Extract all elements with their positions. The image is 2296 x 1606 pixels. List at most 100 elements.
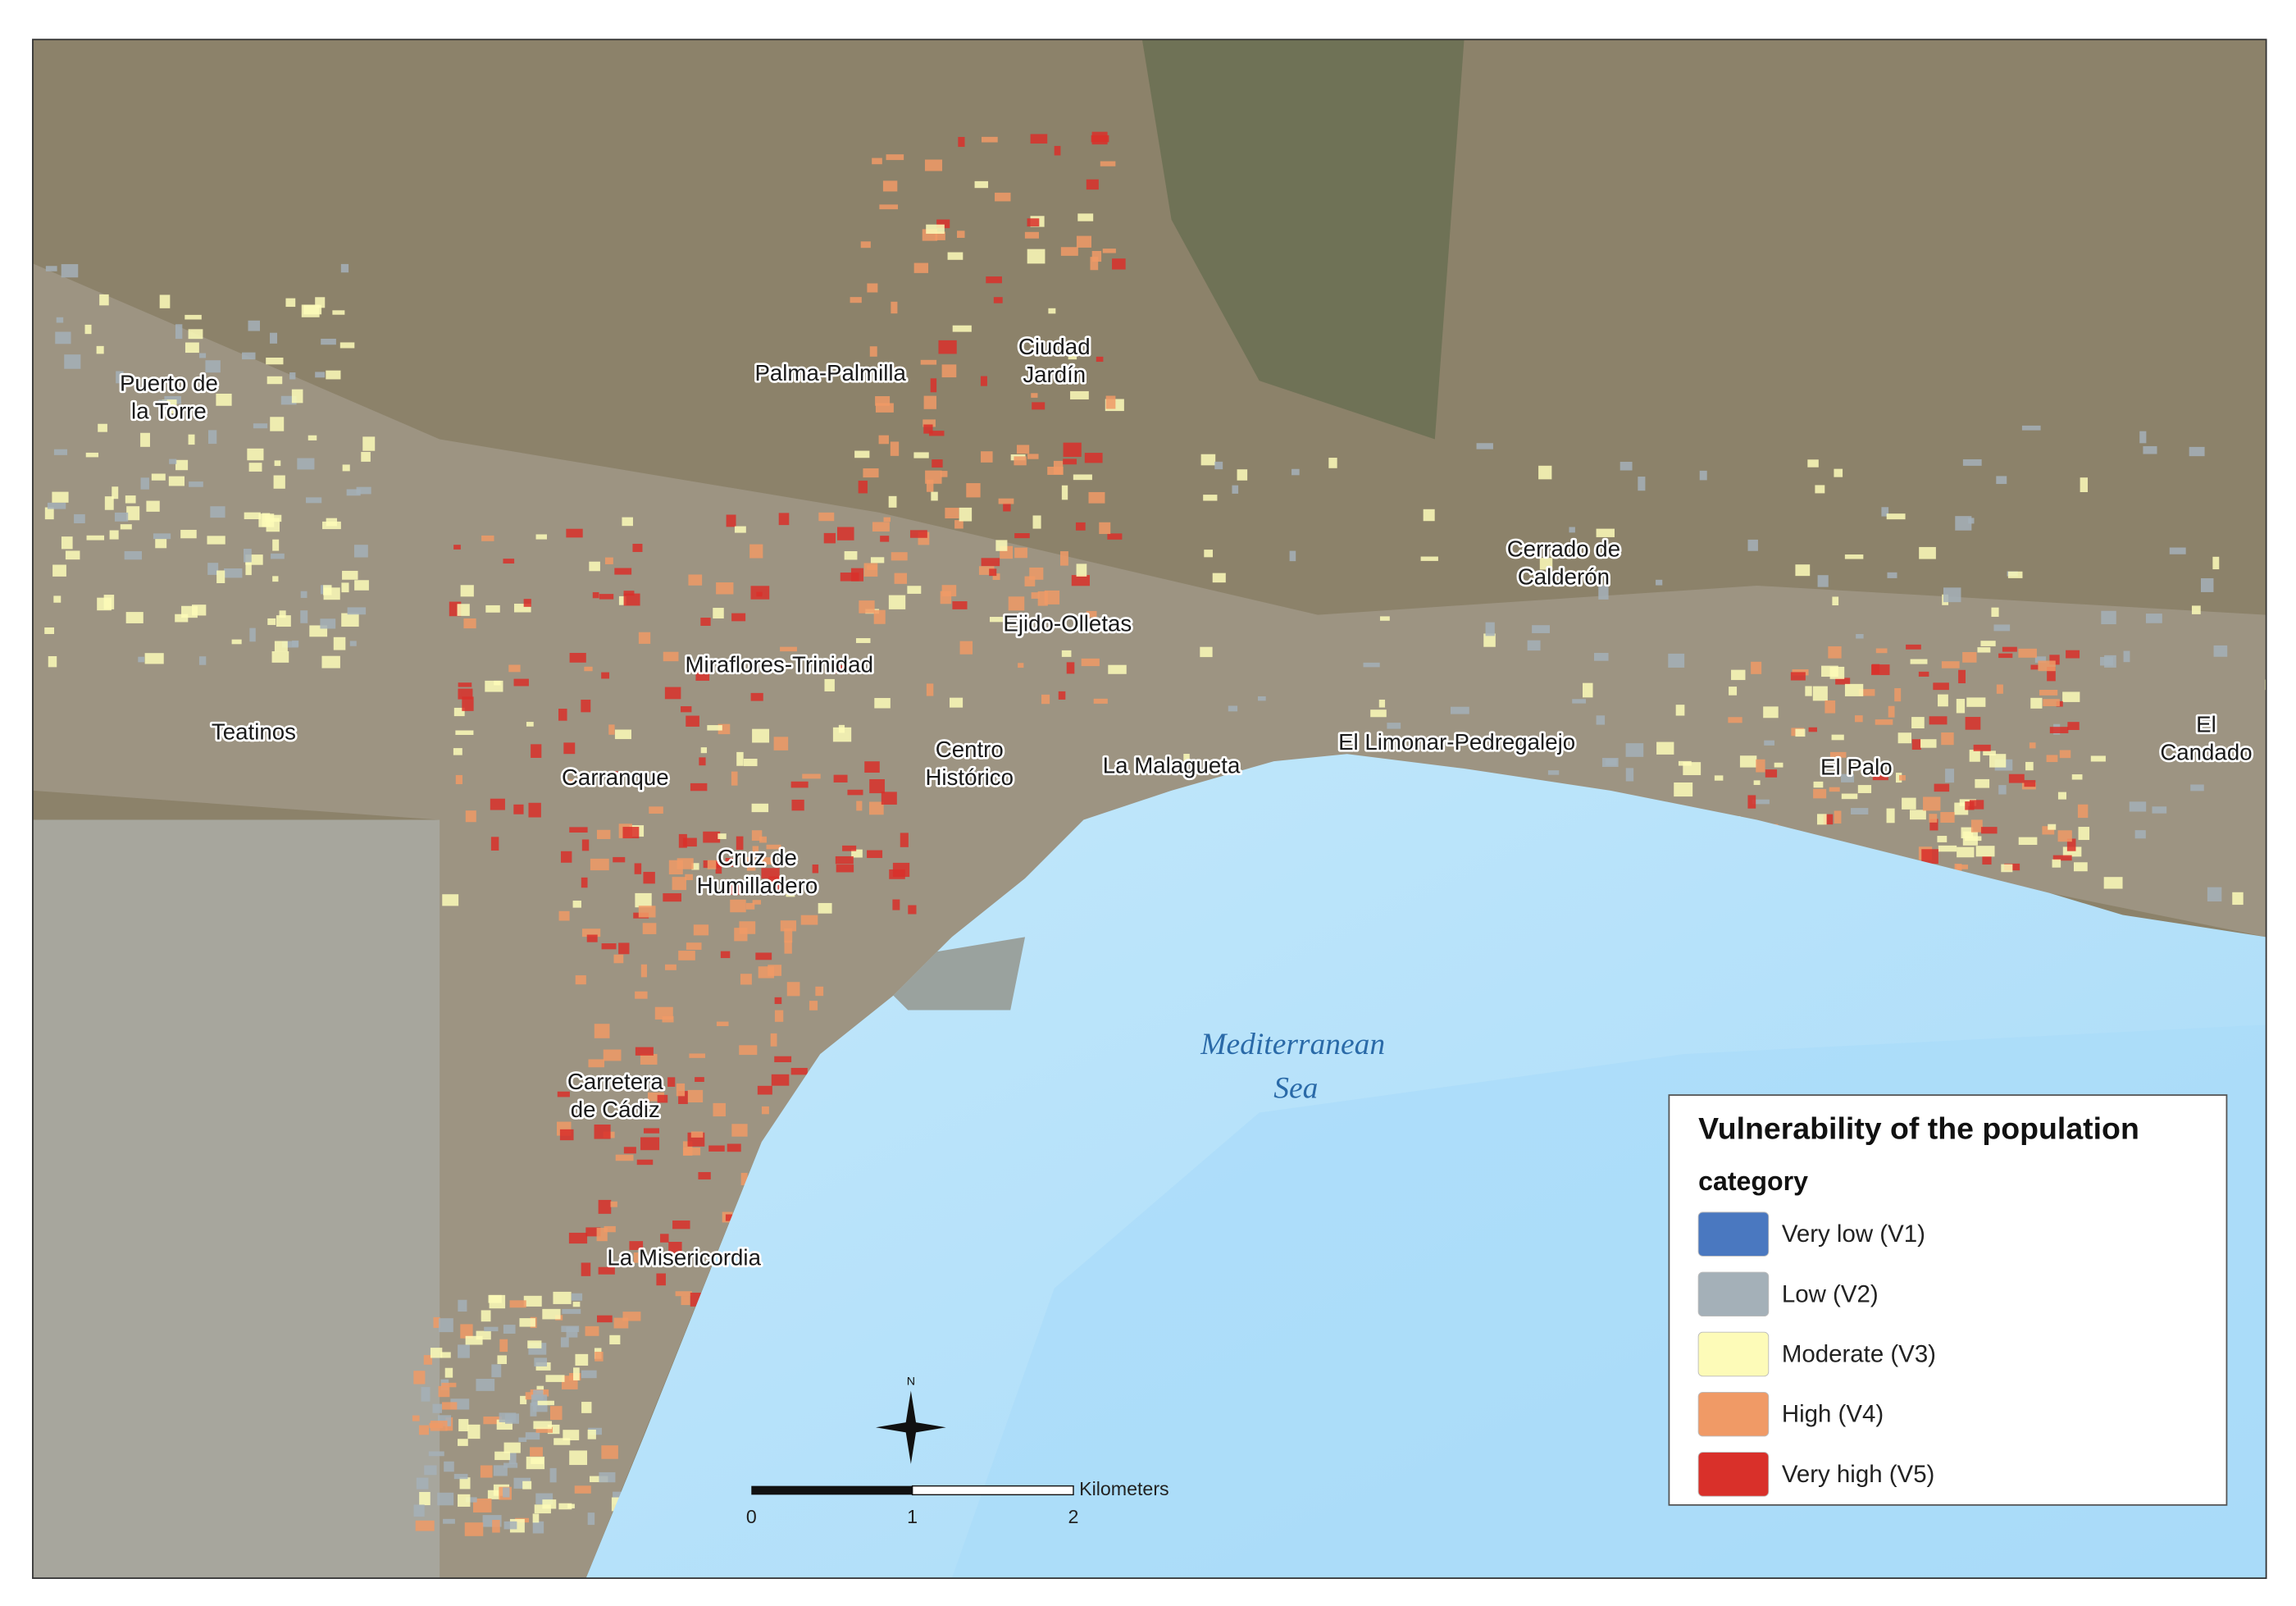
building-block xyxy=(542,1499,557,1509)
building-block xyxy=(341,613,359,627)
building-block xyxy=(572,1302,581,1307)
building-block xyxy=(790,781,809,788)
building-block xyxy=(922,419,936,427)
legend-label: Very high (V5) xyxy=(1782,1461,1935,1488)
building-block xyxy=(1929,814,1938,823)
building-block xyxy=(1016,445,1030,454)
building-block xyxy=(678,833,687,848)
building-block xyxy=(533,1421,553,1430)
sea-label: Mediterranean xyxy=(1200,1028,1385,1061)
building-block xyxy=(640,1137,660,1151)
building-block xyxy=(347,607,367,615)
building-block xyxy=(52,564,66,577)
building-block xyxy=(531,744,542,758)
legend-items: Very low (V1) Low (V2) Moderate (V3) High (… xyxy=(1697,1211,1936,1497)
building-block xyxy=(1030,134,1048,144)
building-block xyxy=(460,1324,473,1339)
building-block xyxy=(476,1330,491,1340)
building-block xyxy=(1091,250,1102,262)
building-block xyxy=(1790,672,1806,681)
building-block xyxy=(823,532,836,544)
building-block xyxy=(1081,658,1100,667)
building-block xyxy=(279,610,286,618)
building-block xyxy=(873,609,886,624)
building-block xyxy=(1753,780,1761,786)
building-block xyxy=(522,1481,532,1490)
building-block xyxy=(1923,796,1941,811)
building-block xyxy=(2143,445,2157,454)
legend-swatch xyxy=(1697,1391,1770,1437)
building-block xyxy=(2001,864,2013,873)
building-block xyxy=(1834,468,1843,477)
building-block xyxy=(1102,249,1116,253)
building-block xyxy=(623,1147,636,1154)
building-block xyxy=(99,294,109,306)
building-block xyxy=(224,568,243,578)
building-block xyxy=(303,304,322,315)
building-block xyxy=(770,1033,777,1047)
building-block xyxy=(981,451,993,463)
building-block xyxy=(315,372,326,378)
building-block xyxy=(561,1325,580,1333)
building-block xyxy=(587,1429,596,1439)
building-block xyxy=(247,448,264,461)
building-block xyxy=(1829,751,1847,758)
building-block xyxy=(53,595,61,603)
building-block xyxy=(453,1473,468,1480)
building-block xyxy=(575,975,586,985)
building-block xyxy=(525,1432,540,1440)
building-block xyxy=(2007,571,2023,578)
building-block xyxy=(1731,669,1746,681)
building-block xyxy=(643,871,655,884)
legend-label: Moderate (V3) xyxy=(1782,1341,1936,1368)
building-block xyxy=(634,863,642,874)
building-block xyxy=(707,725,722,731)
building-block xyxy=(55,331,71,344)
building-block xyxy=(622,517,633,527)
building-block xyxy=(629,1241,644,1250)
building-block xyxy=(1888,705,1895,718)
sea-label: Sea xyxy=(1273,1071,1318,1105)
building-block xyxy=(693,924,709,936)
building-block xyxy=(1998,785,2007,795)
building-block xyxy=(995,192,1011,202)
building-block xyxy=(499,1339,508,1353)
building-block xyxy=(1105,395,1116,409)
building-block xyxy=(483,1416,503,1425)
building-block xyxy=(584,666,593,672)
building-block xyxy=(864,761,880,773)
place-label: La Malagueta xyxy=(1103,753,1241,778)
building-block xyxy=(614,729,631,740)
building-block xyxy=(413,1371,426,1385)
building-block xyxy=(424,1465,437,1476)
building-block xyxy=(562,1308,581,1314)
legend-subtitle: category xyxy=(1698,1166,1808,1196)
building-block xyxy=(663,651,679,662)
building-block xyxy=(945,508,959,519)
building-block xyxy=(1938,845,1957,852)
building-block xyxy=(589,561,600,572)
building-block xyxy=(323,585,332,595)
building-block xyxy=(61,536,73,550)
building-block xyxy=(1096,356,1104,363)
building-block xyxy=(151,473,166,481)
place-label: Histórico xyxy=(925,764,1014,790)
building-block xyxy=(1699,470,1707,481)
building-block xyxy=(870,557,885,563)
building-block xyxy=(2049,727,2069,733)
building-block xyxy=(1911,717,1925,729)
building-block xyxy=(981,558,1000,567)
building-block xyxy=(757,1085,772,1095)
building-block xyxy=(140,477,149,490)
building-block xyxy=(581,877,588,888)
building-block xyxy=(508,1453,517,1464)
building-block xyxy=(1937,836,1947,842)
building-block xyxy=(61,264,79,278)
building-block xyxy=(768,876,783,890)
building-block xyxy=(563,742,576,755)
hills xyxy=(1141,39,1465,440)
building-block xyxy=(1058,691,1066,700)
building-block xyxy=(1966,697,1986,707)
building-block xyxy=(749,544,763,559)
building-block xyxy=(774,1010,784,1022)
